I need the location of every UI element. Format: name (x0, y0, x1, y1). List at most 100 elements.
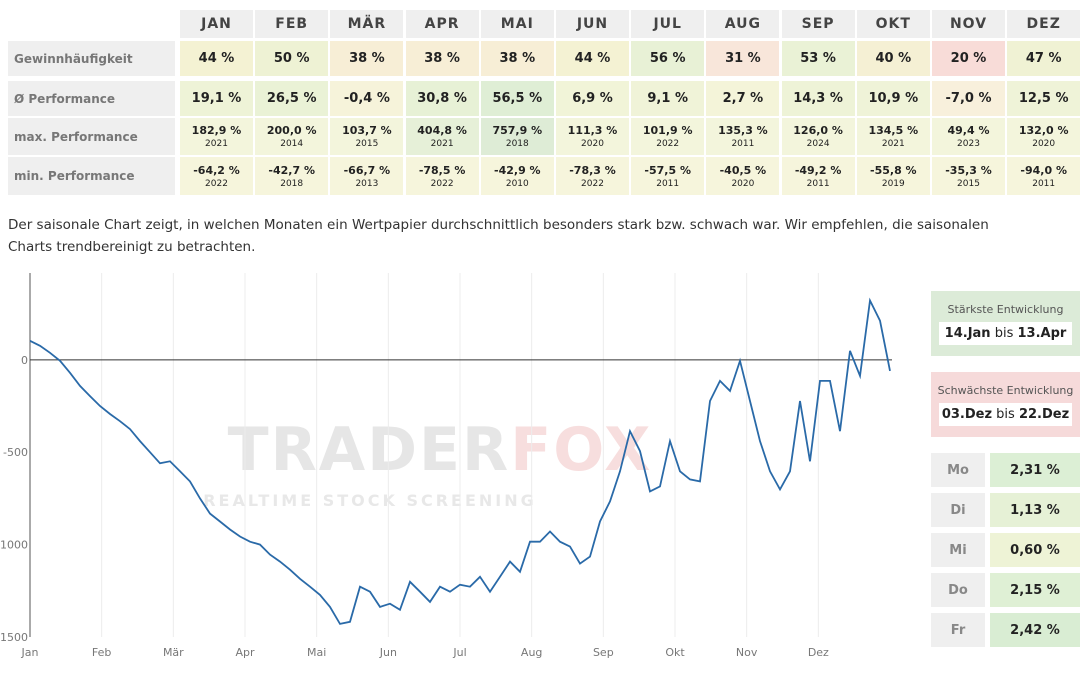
cell: -49,2 % 2011 (781, 157, 855, 195)
cell-year: 2023 (957, 139, 980, 149)
cell-year: 2022 (581, 178, 604, 189)
x-tick-label: Jul (452, 646, 466, 659)
cell: 56 % (631, 41, 705, 76)
cell-value: 111,3 % (567, 124, 618, 137)
cell: 6,9 % (556, 81, 629, 116)
cell: 38 % (480, 41, 554, 76)
watermark-tagline: REALTIME STOCK SCREENING (203, 491, 537, 510)
description: Der saisonale Chart zeigt, in welchen Mo… (8, 217, 989, 255)
cell-year: 2018 (280, 178, 304, 189)
month-header: MÄR (330, 10, 404, 38)
cell-value: -57,5 % (644, 163, 691, 177)
to: 13.Apr (1017, 326, 1067, 341)
cell-value: -35,3 % (945, 163, 992, 177)
row-label: Ø Performance (8, 81, 175, 116)
cell: 38 % (405, 41, 479, 76)
cell-year: 2011 (1032, 178, 1056, 189)
cell-value: -42,7 % (268, 163, 315, 177)
to: 22.Dez (1018, 407, 1070, 422)
cell-value: 757,9 % (492, 124, 543, 137)
x-tick-label: Aug (521, 646, 542, 659)
cell-year: 2020 (731, 178, 755, 189)
cell-value: -55,8 % (870, 163, 917, 177)
box-title: Schwächste Entwicklung (937, 384, 1074, 397)
cell-year: 2024 (806, 139, 830, 149)
cell-year: 2021 (205, 139, 228, 149)
cell: 404,8 % 2021 (405, 118, 479, 155)
x-tick-label: Sep (593, 646, 614, 659)
month-header: DEZ (1007, 10, 1081, 38)
cell-year: 2014 (280, 139, 304, 149)
cell: -0,4 % (330, 81, 404, 116)
month-header: APR (405, 10, 479, 38)
watermark-brand: TRADER (228, 415, 511, 485)
cell-year: 2021 (430, 139, 454, 149)
cell: 757,9 % 2018 (480, 118, 554, 155)
month-header: AUG (706, 10, 780, 38)
cell-year: 2015 (355, 139, 379, 149)
cell: 53 % (781, 41, 855, 76)
month-header: NOV (932, 10, 1005, 38)
cell: -66,7 % 2013 (330, 157, 404, 195)
cell-year: 2022 (205, 178, 228, 189)
cell: 40 % (856, 41, 930, 76)
watermark: TRADERFOX (228, 415, 653, 485)
box-range: 03.Dez bis 22.Dez (939, 403, 1072, 426)
cell-year: 2013 (355, 178, 379, 189)
cell: 200,0 % 2014 (255, 118, 329, 155)
month-header: MAI (480, 10, 554, 38)
x-tick-label: Okt (665, 646, 685, 659)
weakest-box: Schwächste Entwicklung 03.Dez bis 22.Dez (931, 372, 1080, 437)
cell-value: 404,8 % (417, 124, 467, 137)
x-tick-label: Jan (21, 646, 39, 659)
cell: 134,5 % 2021 (856, 118, 930, 155)
cell-value: 200,0 % (266, 124, 317, 137)
cell-value: -94,0 % (1020, 163, 1067, 177)
weekday-label: Mi (931, 533, 985, 567)
x-tick-label: Dez (808, 646, 829, 659)
box-range: 14.Jan bis 13.Apr (939, 322, 1072, 345)
x-tick-label: Mär (163, 646, 184, 659)
y-tick-label: 0 (21, 354, 28, 367)
cell-year: 2022 (656, 139, 680, 149)
cell: 26,5 % (255, 81, 329, 116)
month-header: JAN (180, 10, 253, 38)
x-tick-label: Mai (307, 646, 326, 659)
y-tick-label: -500 (3, 446, 28, 459)
y-tick-label: -1000 (0, 539, 28, 552)
cell: -35,3 % 2015 (932, 157, 1005, 195)
month-header: OKT (856, 10, 930, 38)
month-header: JUL (631, 10, 705, 38)
cell: -57,5 % 2011 (631, 157, 705, 195)
cell: -78,5 % 2022 (405, 157, 479, 195)
cell: -94,0 % 2011 (1007, 157, 1081, 195)
cell: 44 % (556, 41, 629, 76)
row-label: max. Performance (8, 118, 175, 155)
cell-year: 2011 (656, 178, 680, 189)
cell: -42,7 % 2018 (255, 157, 329, 195)
weekday-value: 1,13 % (990, 493, 1080, 527)
cell: 9,1 % (631, 81, 705, 116)
row-label: min. Performance (8, 157, 175, 195)
cell-year: 2010 (505, 178, 529, 189)
cell: 126,0 % 2024 (781, 118, 855, 155)
x-tick-label: Apr (235, 646, 255, 659)
cell-year: 2011 (731, 139, 755, 149)
cell: 12,5 % (1007, 81, 1081, 116)
cell-value: -40,5 % (719, 163, 767, 177)
cell-value: 103,7 % (342, 124, 392, 137)
weekday-label: Fr (931, 613, 985, 647)
strongest-box: Stärkste Entwicklung 14.Jan bis 13.Apr (931, 291, 1080, 356)
cell-value: -78,5 % (418, 163, 466, 177)
cell: -40,5 % 2020 (706, 157, 780, 195)
month-header: JUN (556, 10, 629, 38)
cell: -55,8 % 2019 (856, 157, 930, 195)
cell: -7,0 % (932, 81, 1005, 116)
cell: 20 % (932, 41, 1005, 76)
weekday-value: 0,60 % (990, 533, 1080, 567)
x-tick-label: Nov (736, 646, 758, 659)
cell: 132,0 % 2020 (1007, 118, 1081, 155)
cell-value: 49,4 % (947, 124, 990, 137)
cell-value: -64,2 % (193, 163, 240, 177)
cell: -42,9 % 2010 (480, 157, 554, 195)
